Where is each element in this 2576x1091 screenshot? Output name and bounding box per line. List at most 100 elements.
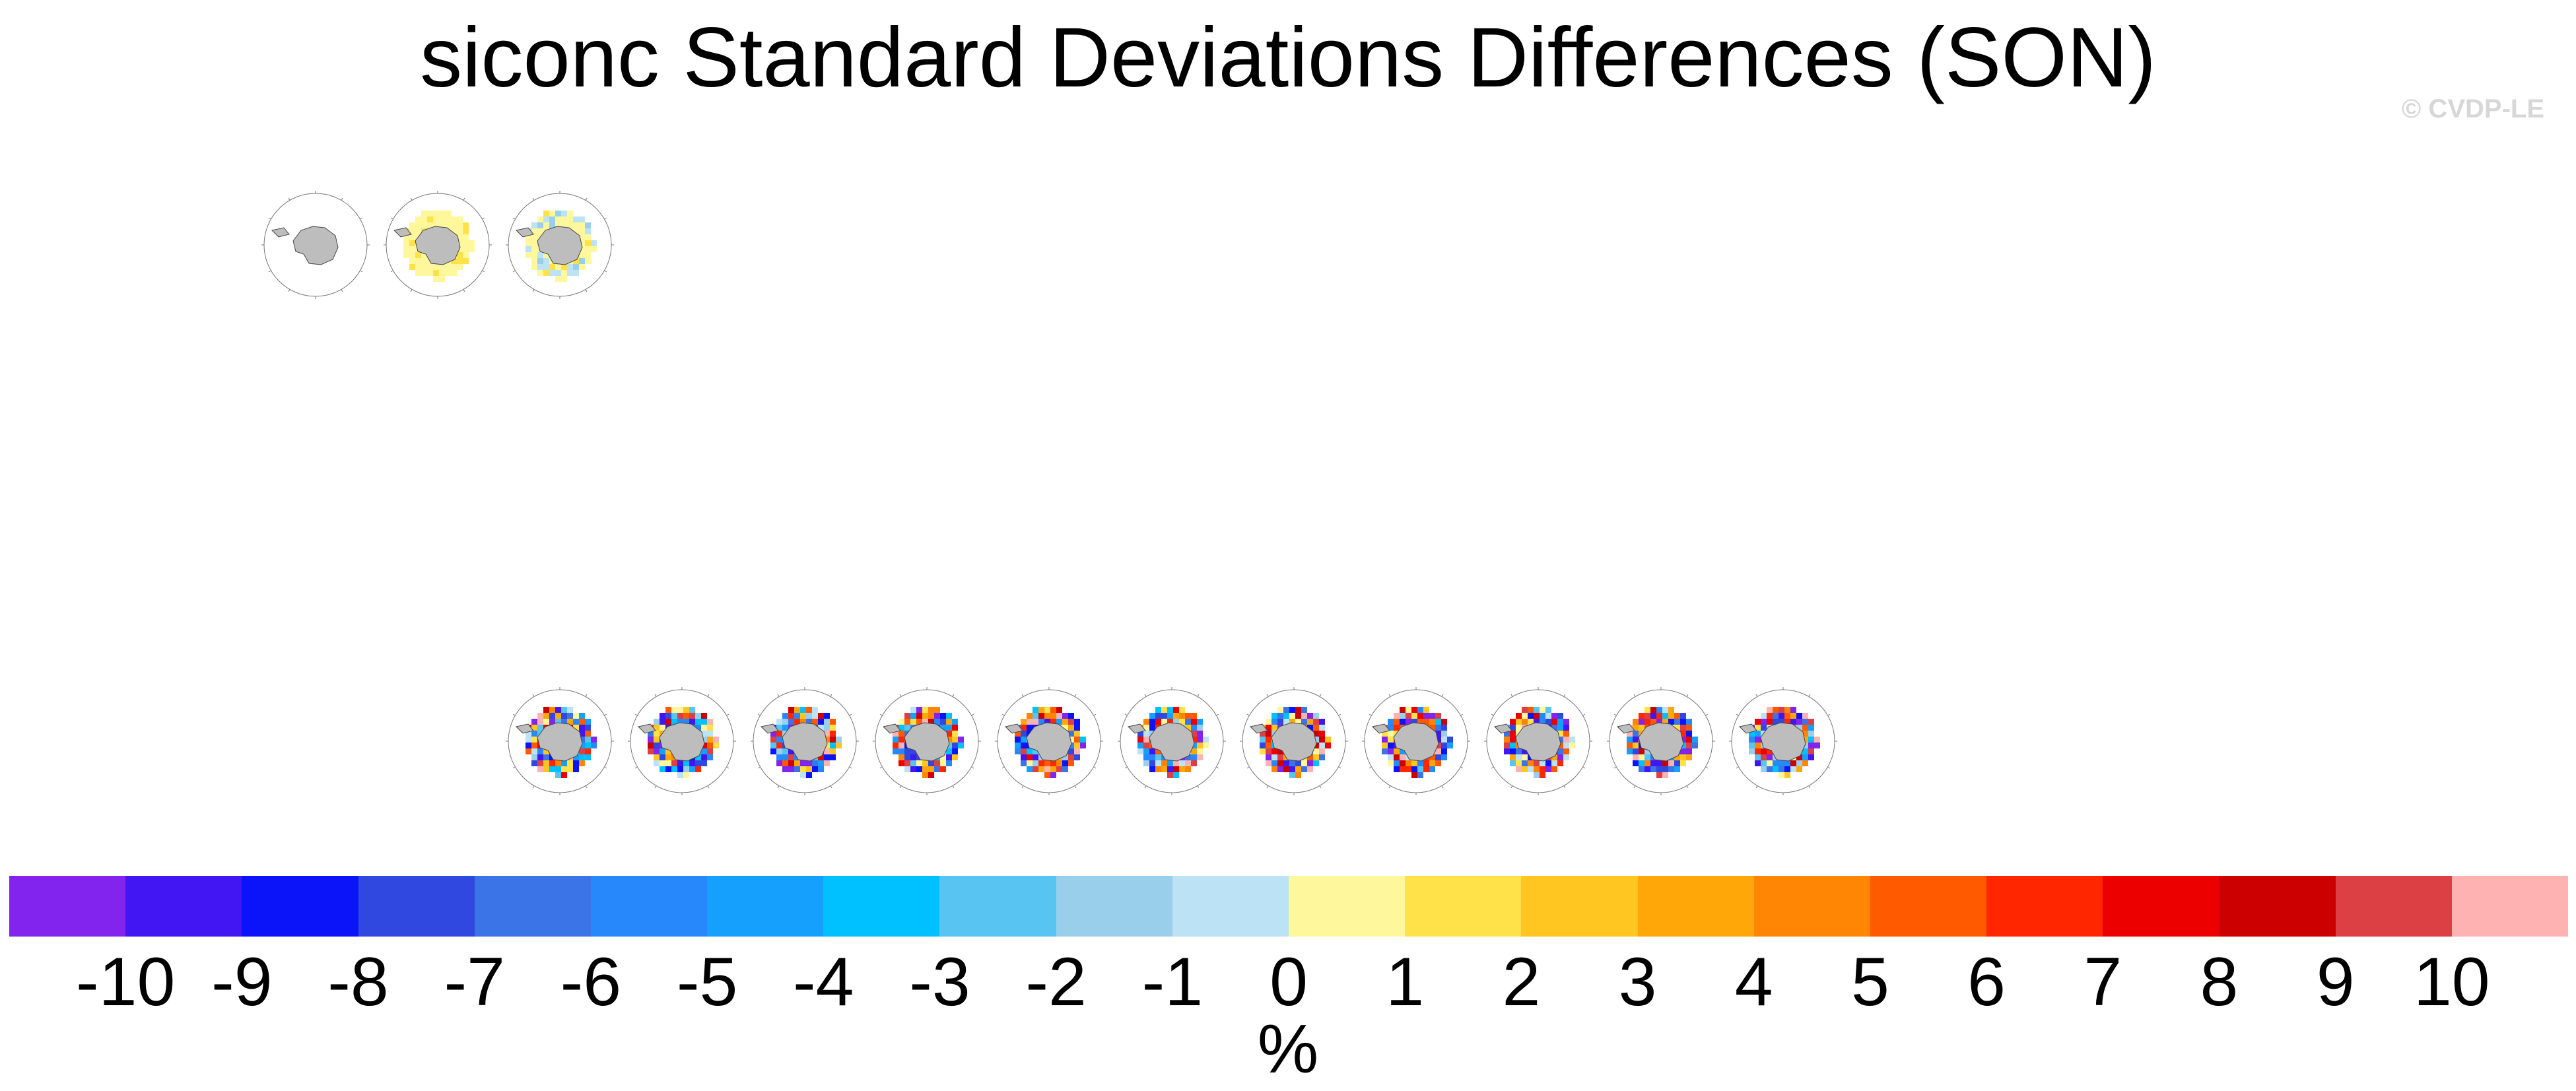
- map-cell: [531, 731, 537, 737]
- map-cell: [1289, 760, 1295, 766]
- map-cell: [1190, 719, 1197, 725]
- map-cell: [1761, 713, 1767, 719]
- map-cell: [1773, 713, 1779, 719]
- longitude-tick: [971, 713, 974, 716]
- map-cell: [549, 216, 555, 222]
- map-cell: [1435, 760, 1442, 766]
- map-cell: [1522, 760, 1528, 766]
- map-cell: [1062, 713, 1069, 719]
- map-cell: [591, 737, 597, 743]
- map-cell: [683, 766, 690, 772]
- longitude-tick: [1246, 766, 1250, 769]
- map-cell: [1277, 719, 1283, 725]
- longitude-tick: [757, 766, 761, 769]
- polar-map: [1362, 687, 1471, 795]
- map-cell: [1429, 725, 1436, 731]
- colorbar-tick-label: -9: [211, 944, 273, 1020]
- map-cell: [1394, 754, 1400, 760]
- map-cell: [1749, 743, 1755, 748]
- map-cell: [1563, 743, 1570, 748]
- longitude-tick: [1705, 713, 1708, 716]
- map-cell: [1668, 707, 1674, 713]
- map-cell: [1388, 743, 1394, 748]
- colorbar-tick-label: 1: [1386, 944, 1425, 1020]
- map-cell: [1429, 760, 1436, 766]
- map-cell: [1068, 754, 1075, 760]
- map-cell: [1516, 748, 1522, 754]
- map-cell: [1790, 707, 1796, 713]
- map-cell: [1668, 713, 1674, 719]
- map-cell: [951, 719, 958, 725]
- map-cell: [689, 760, 696, 766]
- map-cell: [1406, 707, 1412, 713]
- map-cell: [531, 264, 537, 270]
- map-cell: [1679, 743, 1686, 748]
- map-cell: [537, 252, 543, 258]
- map-cell: [776, 737, 782, 743]
- map-cell: [1773, 719, 1779, 725]
- map-cell: [823, 719, 830, 725]
- map-cell: [1662, 760, 1668, 766]
- map-cell: [579, 743, 585, 748]
- map-cell: [1662, 772, 1668, 778]
- map-cell: [782, 719, 788, 725]
- map-cell: [1796, 713, 1802, 719]
- map-cell: [1755, 743, 1761, 748]
- map-cell: [1656, 719, 1662, 725]
- polar-map: [1117, 687, 1226, 795]
- map-cell: [1033, 766, 1039, 772]
- longitude-tick: [1686, 785, 1689, 789]
- map-cell: [537, 713, 543, 719]
- map-cell: [1301, 707, 1307, 713]
- map-cell: [794, 707, 800, 713]
- map-cell: [1027, 748, 1033, 754]
- map-cell: [648, 737, 654, 743]
- map-cell: [1388, 731, 1394, 737]
- south-america-landmass: [882, 723, 901, 734]
- map-cell: [1074, 748, 1081, 754]
- map-cell: [904, 766, 910, 772]
- longitude-tick: [830, 694, 832, 697]
- map-cell: [1435, 719, 1442, 725]
- map-cell: [922, 766, 928, 772]
- map-cell: [665, 707, 672, 713]
- map-cell: [1632, 731, 1639, 737]
- map-cell: [1411, 713, 1418, 719]
- longitude-tick: [1460, 766, 1464, 769]
- map-cell: [1062, 725, 1069, 731]
- map-cell: [1417, 713, 1424, 719]
- map-cell: [1196, 754, 1203, 760]
- longitude-tick: [1338, 766, 1341, 769]
- map-cell: [811, 707, 818, 713]
- map-cell: [573, 754, 579, 760]
- map-cell: [555, 276, 561, 282]
- map-cell: [531, 760, 537, 766]
- map-cell: [892, 737, 898, 743]
- south-america-landmass: [1616, 723, 1635, 734]
- colorbar-segment: [2219, 876, 2336, 937]
- map-cell: [1779, 713, 1784, 719]
- longitude-tick: [1705, 766, 1708, 769]
- map-cell: [1796, 760, 1802, 766]
- map-cell: [665, 754, 672, 760]
- map-cell: [892, 731, 898, 737]
- longitude-tick: [341, 197, 343, 201]
- map-cell: [1423, 766, 1430, 772]
- map-cell: [817, 719, 824, 725]
- map-cell: [788, 760, 794, 766]
- map-cell: [904, 754, 910, 760]
- map-cell: [1172, 719, 1179, 725]
- longitude-tick: [1215, 713, 1219, 716]
- map-cell: [671, 707, 678, 713]
- map-cell: [1149, 766, 1155, 772]
- map-cell: [549, 707, 555, 713]
- colorbar-tick-label: -10: [76, 944, 176, 1020]
- map-cell: [1050, 707, 1057, 713]
- map-cell: [1394, 713, 1400, 719]
- map-cell: [1441, 725, 1448, 731]
- map-cell: [1295, 760, 1301, 766]
- map-cell: [463, 240, 469, 246]
- map-cell: [1808, 737, 1814, 743]
- longitude-tick: [707, 785, 710, 789]
- longitude-tick: [1215, 766, 1219, 769]
